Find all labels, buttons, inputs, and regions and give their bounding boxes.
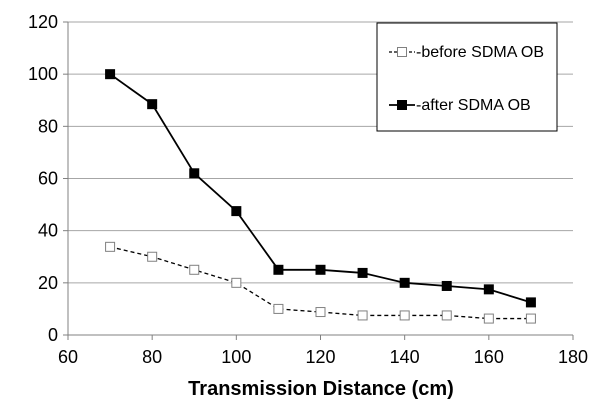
data-point-series-1 bbox=[105, 241, 116, 252]
y-tick-label: 60 bbox=[38, 169, 58, 189]
x-tick-label: 60 bbox=[58, 347, 78, 367]
legend-box bbox=[376, 22, 558, 132]
legend: -before SDMA OB -after SDMA OB bbox=[376, 22, 558, 132]
x-tick-label: 180 bbox=[558, 347, 588, 367]
legend-items: -before SDMA OB -after SDMA OB bbox=[389, 44, 544, 114]
data-point-series-2 bbox=[105, 69, 116, 80]
axes bbox=[63, 21, 574, 340]
y-tick-label: 0 bbox=[48, 325, 58, 345]
data-series bbox=[105, 69, 536, 324]
y-tick-label: 100 bbox=[28, 64, 58, 84]
x-tick-label: 160 bbox=[474, 347, 504, 367]
data-point-series-2 bbox=[231, 206, 242, 217]
y-tick-label: 20 bbox=[38, 273, 58, 293]
data-point-series-1 bbox=[525, 313, 536, 324]
data-point-series-1 bbox=[189, 264, 200, 275]
data-point-series-2 bbox=[357, 267, 368, 278]
legend-marker-series-2 bbox=[397, 100, 407, 110]
legend-label-series-2: -after SDMA OB bbox=[416, 97, 531, 114]
data-point-series-1 bbox=[147, 251, 158, 262]
legend-marker-series-1 bbox=[397, 47, 407, 57]
legend-label-series-1: -before SDMA OB bbox=[416, 44, 544, 61]
data-point-series-2 bbox=[315, 264, 326, 275]
y-tick-label: 40 bbox=[38, 221, 58, 241]
x-axis-title: Transmission Distance (cm) bbox=[188, 378, 454, 400]
x-tick-label: 140 bbox=[390, 347, 420, 367]
x-tick-label: 80 bbox=[142, 347, 162, 367]
data-point-series-1 bbox=[357, 310, 368, 321]
x-tick-label: 120 bbox=[305, 347, 335, 367]
series-line-1 bbox=[109, 246, 531, 320]
data-point-series-2 bbox=[399, 277, 410, 288]
data-point-series-1 bbox=[441, 310, 452, 321]
data-point-series-1 bbox=[273, 303, 284, 314]
y-tick-label: 80 bbox=[38, 116, 58, 136]
data-point-series-1 bbox=[315, 307, 326, 318]
data-point-series-2 bbox=[273, 264, 284, 275]
data-point-series-2 bbox=[441, 280, 452, 291]
x-tick-label: 100 bbox=[221, 347, 251, 367]
gridlines bbox=[68, 21, 573, 284]
data-point-series-1 bbox=[483, 313, 494, 324]
data-point-series-2 bbox=[525, 297, 536, 308]
data-point-series-2 bbox=[483, 284, 494, 295]
tick-labels: 60 80 100 120 140 160 180 0 20 40 60 80 100 120 bbox=[28, 12, 588, 367]
data-point-series-2 bbox=[147, 99, 158, 110]
y-tick-label: 120 bbox=[28, 12, 58, 32]
data-point-series-1 bbox=[231, 277, 242, 288]
data-point-series-2 bbox=[189, 168, 200, 179]
data-point-series-1 bbox=[399, 310, 410, 321]
